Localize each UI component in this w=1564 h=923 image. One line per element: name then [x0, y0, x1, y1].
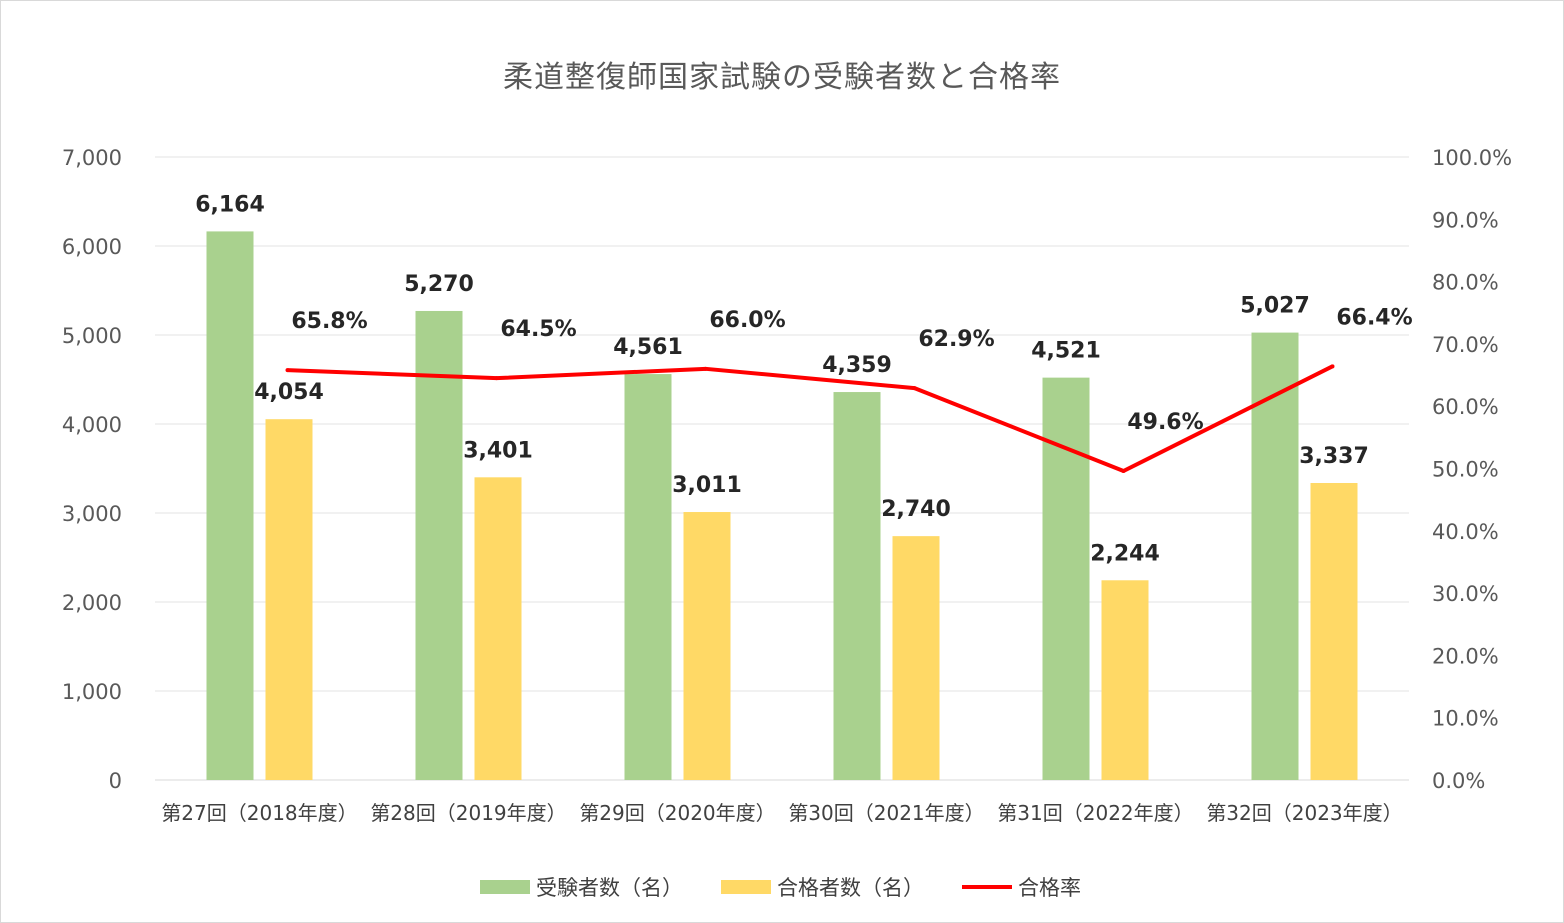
line-point	[1121, 468, 1126, 473]
right-axis-tick-label: 60.0%	[1432, 395, 1499, 419]
category-label: 第28回（2019年度）	[370, 801, 566, 825]
left-axis-tick-label: 4,000	[62, 413, 122, 437]
bar	[265, 419, 313, 780]
pass-rate-line	[287, 364, 1334, 473]
right-axis-tick-label: 50.0%	[1432, 458, 1499, 482]
line-series	[285, 364, 1335, 473]
bar	[1251, 332, 1299, 780]
bar-data-label: 4,054	[254, 380, 324, 405]
bar-data-label: 6,164	[195, 192, 265, 217]
left-axis-ticks: 0 1,000 2,000 3,000 4,000 5,000 6,000 7,000	[62, 146, 122, 793]
category-label: 第30回（2021年度）	[788, 801, 984, 825]
line-data-label: 49.6%	[1127, 410, 1203, 435]
bar-data-label: 3,401	[463, 438, 533, 463]
legend-swatch	[721, 880, 771, 894]
left-axis-tick-label: 6,000	[62, 235, 122, 259]
legend-label: 合格率	[1018, 876, 1081, 900]
left-axis-tick-label: 5,000	[62, 324, 122, 348]
bar-data-label: 2,244	[1090, 541, 1160, 566]
bar-data-label: 4,561	[613, 335, 683, 360]
left-axis-tick-label: 7,000	[62, 146, 122, 170]
right-axis-tick-label: 20.0%	[1432, 644, 1499, 668]
bar-data-label: 5,027	[1240, 294, 1310, 319]
data-labels: 6,164 4,054 5,270 3,401 4,561 3,011 4,359 2,740…	[195, 192, 1412, 566]
bar	[1310, 483, 1358, 780]
right-axis-ticks: 0.0% 10.0% 20.0% 30.0% 40.0% 50.0% 60.0% 70.0% 8…	[1432, 146, 1512, 793]
chart-title: 柔道整復師国家試験の受験者数と合格率	[503, 60, 1061, 95]
left-axis-tick-label: 3,000	[62, 502, 122, 526]
line-data-label: 62.9%	[918, 327, 994, 352]
left-axis-tick-label: 1,000	[62, 680, 122, 704]
legend-swatch	[480, 880, 530, 894]
right-axis-tick-label: 10.0%	[1432, 707, 1499, 731]
line-point	[494, 376, 499, 381]
right-axis-tick-label: 40.0%	[1432, 520, 1499, 544]
bar	[624, 374, 672, 780]
legend: 受験者数（名） 合格者数（名） 合格率	[480, 876, 1081, 900]
bar-series	[206, 231, 1358, 781]
bar	[833, 392, 881, 780]
legend-label: 受験者数（名）	[536, 876, 683, 900]
line-data-label: 64.5%	[500, 317, 576, 342]
line-point	[1330, 364, 1335, 369]
bar	[415, 310, 463, 780]
bar-data-label: 4,359	[822, 353, 892, 378]
category-label: 第31回（2022年度）	[997, 801, 1193, 825]
gridlines	[155, 156, 1409, 781]
bar-data-label: 3,011	[672, 473, 742, 498]
line-data-label: 65.8%	[291, 309, 367, 334]
bar	[474, 477, 522, 780]
category-label: 第32回（2023年度）	[1206, 801, 1402, 825]
bar-data-label: 4,521	[1031, 339, 1101, 364]
bar-data-label: 2,740	[881, 497, 951, 522]
category-label: 第29回（2020年度）	[579, 801, 775, 825]
right-axis-tick-label: 80.0%	[1432, 271, 1499, 295]
right-axis-tick-label: 30.0%	[1432, 582, 1499, 606]
line-point	[285, 368, 290, 373]
legend-label: 合格者数（名）	[777, 876, 924, 900]
line-point	[912, 386, 917, 391]
category-label: 第27回（2018年度）	[161, 801, 357, 825]
right-axis-tick-label: 70.0%	[1432, 333, 1499, 357]
line-data-label: 66.4%	[1336, 305, 1412, 330]
bar	[683, 512, 731, 780]
category-labels: 第27回（2018年度） 第28回（2019年度） 第29回（2020年度） 第30回…	[161, 801, 1402, 825]
bar	[1101, 580, 1149, 780]
right-axis-tick-label: 90.0%	[1432, 208, 1499, 232]
right-axis-tick-label: 0.0%	[1432, 769, 1485, 793]
left-axis-tick-label: 0	[109, 769, 122, 793]
bar	[206, 231, 254, 781]
right-axis-tick-label: 100.0%	[1432, 146, 1512, 170]
bar-data-label: 3,337	[1299, 444, 1369, 469]
bar	[1042, 377, 1090, 780]
line-point	[703, 366, 708, 371]
line-data-label: 66.0%	[709, 308, 785, 333]
bar-data-label: 5,270	[404, 272, 474, 297]
left-axis-tick-label: 2,000	[62, 591, 122, 615]
bar	[892, 536, 940, 780]
